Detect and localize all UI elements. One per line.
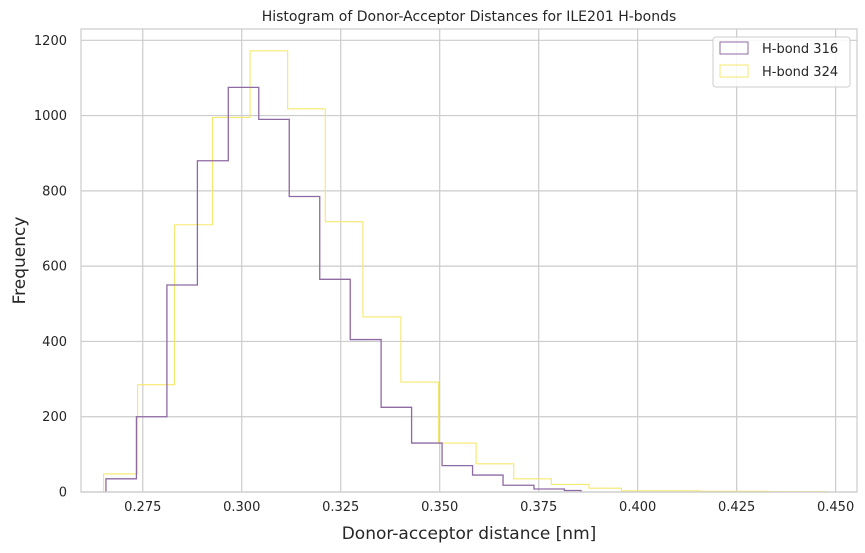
histogram-bin bbox=[442, 466, 472, 492]
x-tick-labels: 0.275 0.300 0.325 0.350 0.375 0.400 0.425 0.450 bbox=[124, 500, 854, 515]
y-tick-label: 1000 bbox=[34, 109, 67, 124]
x-tick-label: 0.425 bbox=[718, 500, 755, 515]
histogram-bin bbox=[106, 479, 136, 492]
histogram-bin bbox=[503, 485, 534, 492]
legend-label-hbond-324: H-bond 324 bbox=[762, 65, 838, 80]
x-tick-label: 0.350 bbox=[421, 500, 458, 515]
legend-box bbox=[712, 36, 851, 88]
x-tick-label: 0.375 bbox=[520, 500, 557, 515]
histogram-bin bbox=[197, 161, 228, 492]
series-h-bond-316 bbox=[105, 86, 582, 492]
y-tick-label: 400 bbox=[42, 335, 67, 350]
y-tick-label: 600 bbox=[42, 260, 67, 275]
histogram-step-outline bbox=[103, 50, 829, 493]
y-tick-label: 0 bbox=[59, 486, 67, 501]
histogram-bin bbox=[289, 197, 319, 492]
y-tick-label: 1200 bbox=[34, 34, 67, 49]
histogram-bin bbox=[136, 417, 166, 492]
histogram-bin bbox=[350, 340, 381, 492]
histogram-bin bbox=[167, 285, 197, 492]
legend-swatch-hbond-316 bbox=[719, 41, 749, 55]
histogram-series bbox=[103, 50, 829, 493]
x-tick-label: 0.400 bbox=[619, 500, 656, 515]
legend-label-hbond-316: H-bond 316 bbox=[762, 42, 838, 57]
x-tick-label: 0.325 bbox=[322, 500, 359, 515]
series-h-bond-324 bbox=[103, 50, 829, 493]
histogram-bin bbox=[320, 279, 350, 492]
histogram-bin bbox=[412, 443, 442, 492]
y-tick-labels: 0 200 400 600 800 1000 1200 bbox=[34, 34, 67, 501]
histogram-bin bbox=[259, 119, 289, 492]
plot-frame bbox=[80, 28, 858, 493]
x-tick-label: 0.450 bbox=[817, 500, 854, 515]
y-tick-label: 800 bbox=[42, 184, 67, 199]
y-axis-label: Frequency bbox=[10, 217, 30, 305]
x-axis-label: Donor-acceptor distance [nm] bbox=[342, 524, 597, 544]
x-tick-label: 0.300 bbox=[223, 500, 260, 515]
histogram-step-outline bbox=[105, 86, 582, 492]
grid-lines bbox=[81, 29, 857, 493]
histogram-bin bbox=[473, 475, 503, 492]
histogram-bin bbox=[228, 87, 258, 492]
x-tick-label: 0.275 bbox=[124, 500, 161, 515]
legend: H-bond 316 H-bond 324 bbox=[712, 36, 851, 88]
chart-title: Histogram of Donor-Acceptor Distances fo… bbox=[262, 9, 677, 25]
legend-swatch-hbond-324 bbox=[719, 64, 749, 78]
y-tick-label: 200 bbox=[42, 410, 67, 425]
histogram-bin bbox=[381, 407, 411, 492]
